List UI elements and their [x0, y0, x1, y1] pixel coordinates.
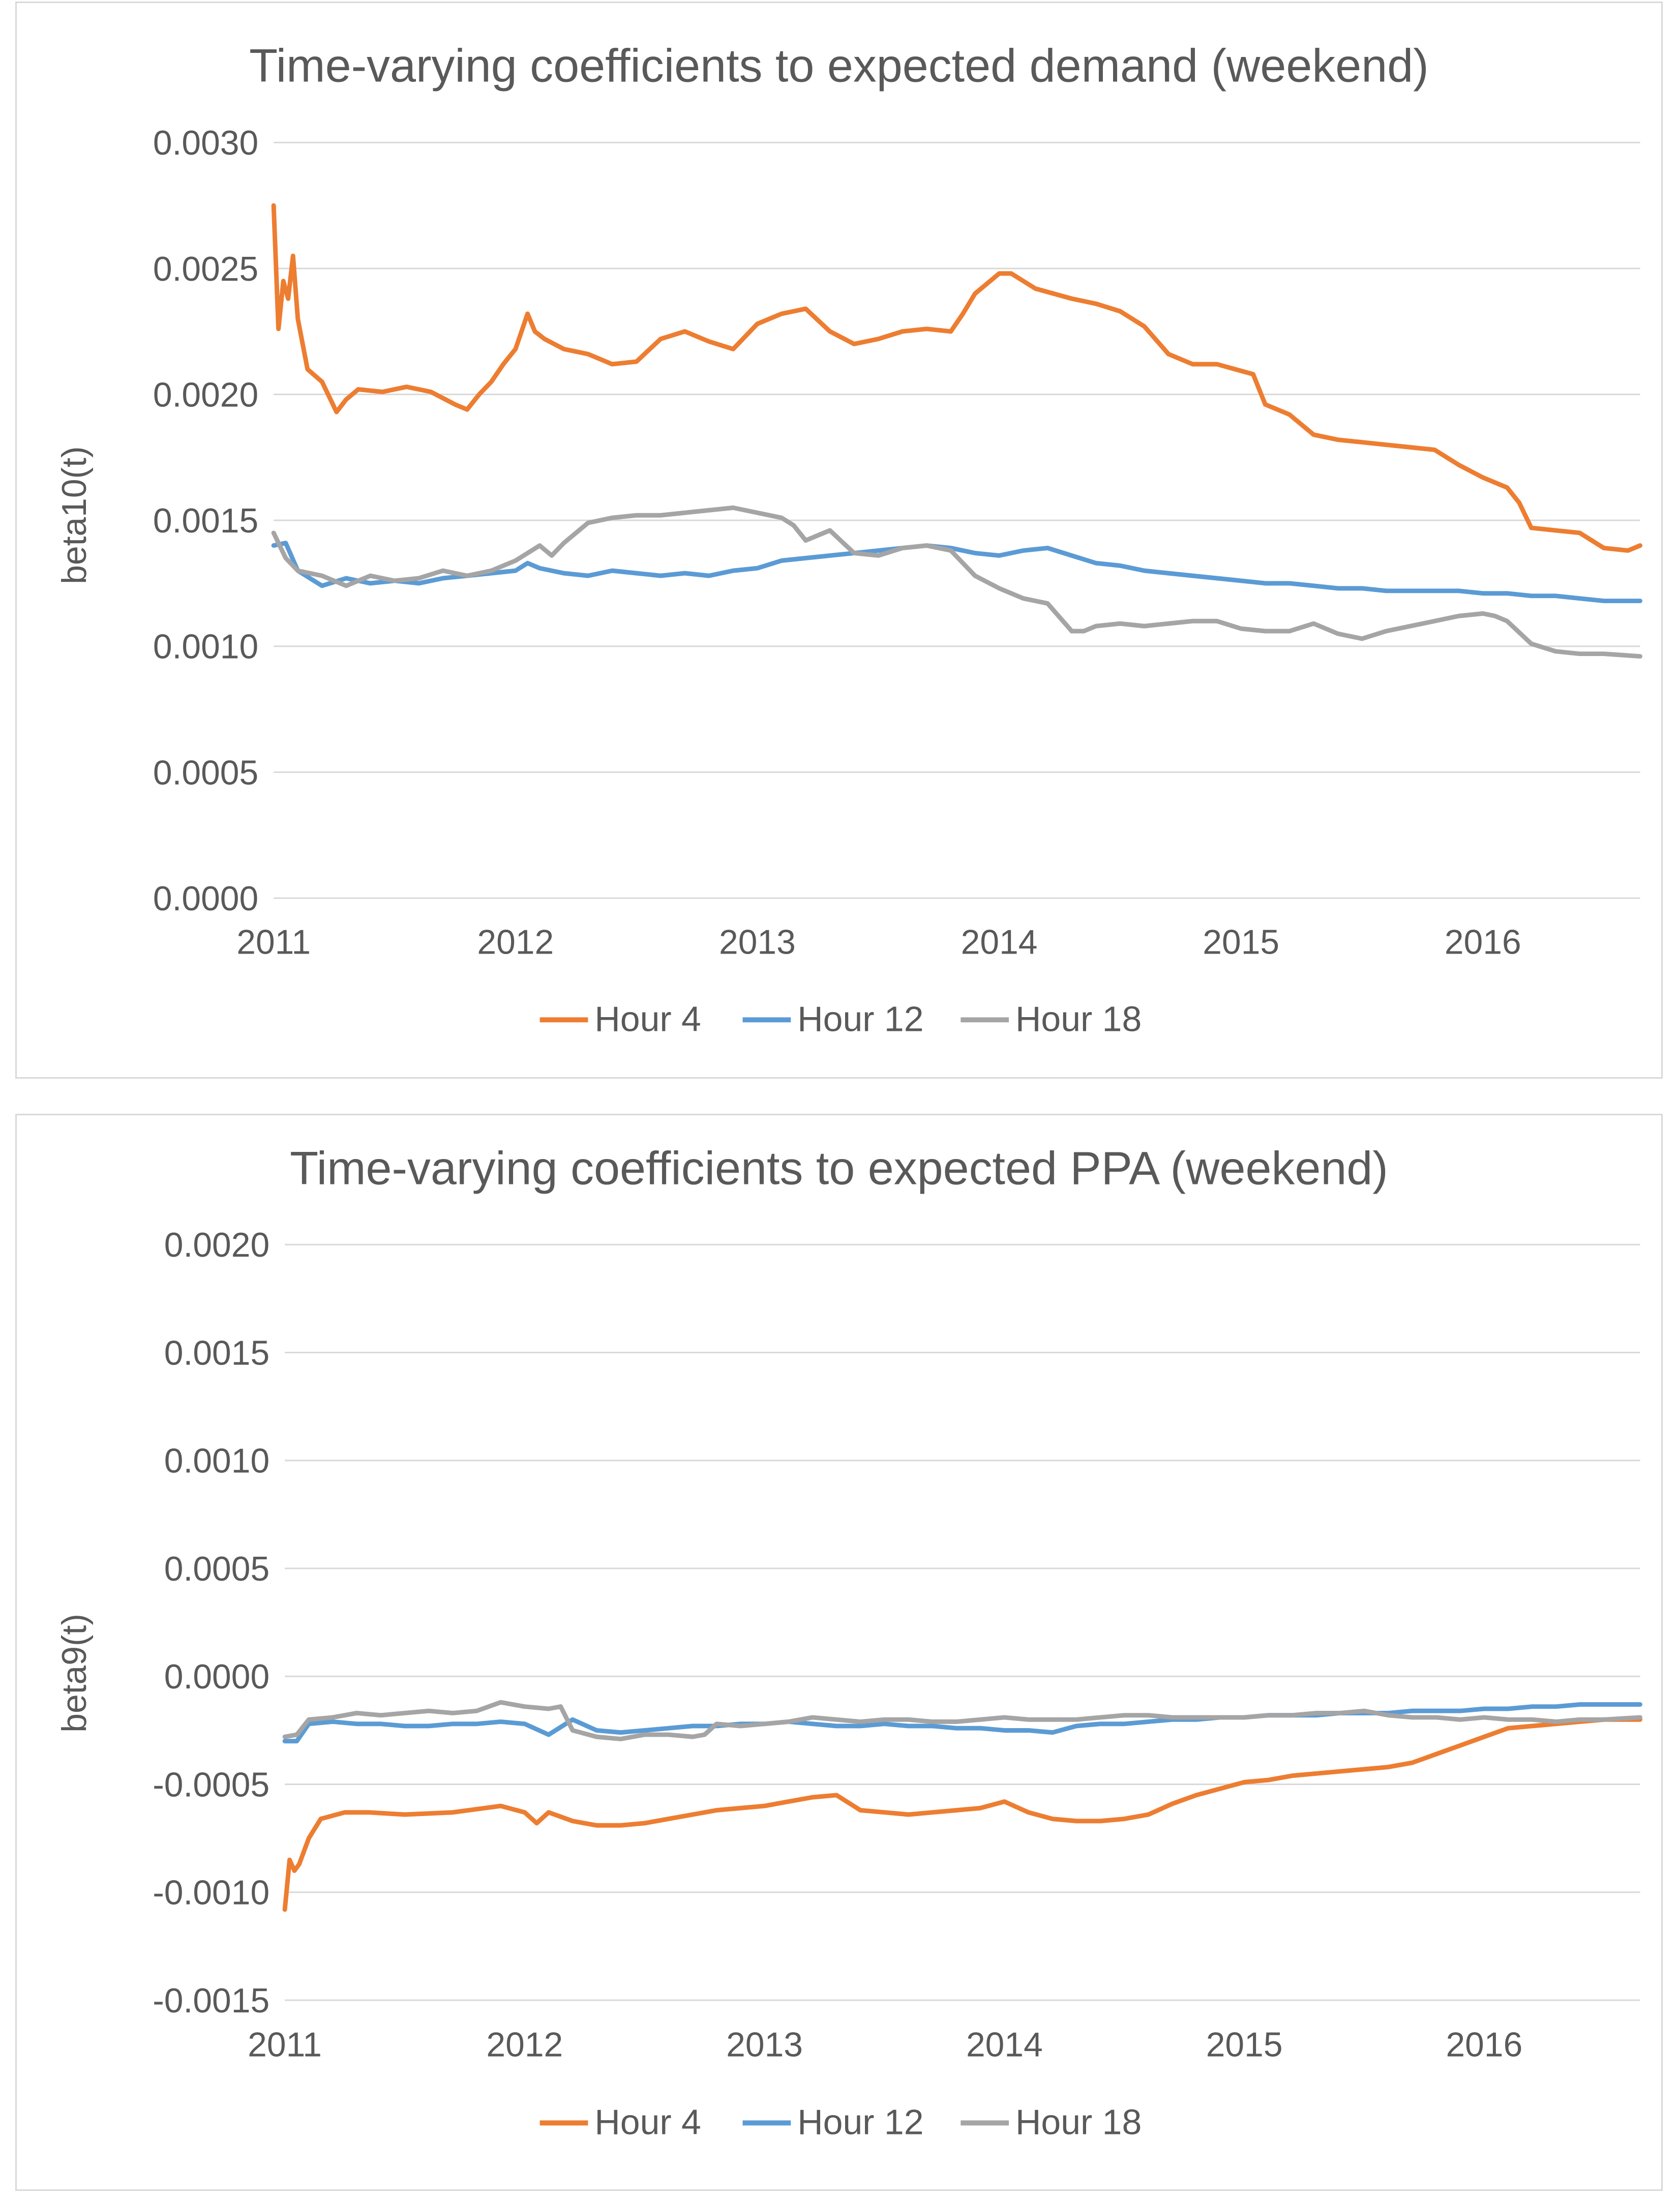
y-tick-label: 0.0020	[164, 1226, 269, 1264]
series-lines	[271, 203, 1643, 659]
series-lines	[282, 1700, 1643, 1912]
y-tick-label: 0.0010	[164, 1442, 269, 1480]
y-tick-label: -0.0010	[153, 1874, 269, 1912]
legend-label: Hour 4	[594, 999, 701, 1038]
x-tick-label: 2014	[966, 2026, 1043, 2064]
x-tick-label: 2013	[726, 2026, 803, 2064]
chart-panel-demand: Time-varying coefficients to expected de…	[15, 2, 1663, 1079]
series-line-hour-18	[282, 1700, 1643, 1741]
y-tick-label: 0.0015	[164, 1334, 269, 1372]
legend-label: Hour 18	[1015, 2102, 1142, 2142]
chart-panel-ppa: Time-varying coefficients to expected PP…	[15, 1114, 1663, 2191]
y-axis-label: beta9(t)	[55, 1614, 94, 1733]
x-tick-label: 2012	[486, 2026, 563, 2064]
legend-label: Hour 12	[797, 999, 923, 1038]
legend: Hour 4 Hour 12 Hour 18	[539, 2102, 1142, 2142]
y-tick-label: 0.0005	[153, 754, 258, 792]
series-line-hour-4	[271, 203, 1643, 553]
y-axis-label: beta10(t)	[55, 446, 94, 584]
chart-demand-svg: Time-varying coefficients to expected de…	[55, 40, 1643, 1038]
legend-label: Hour 4	[594, 2102, 701, 2142]
gridlines	[274, 141, 1640, 899]
y-tick-labels: -0.0015 -0.0010 -0.0005 0.0000 0.0005 0.0010 0…	[153, 1226, 269, 2020]
series-line-hour-12	[282, 1702, 1643, 1744]
y-tick-labels: 0.0000 0.0005 0.0010 0.0015 0.0020 0.0025 0.00…	[153, 124, 258, 918]
x-tick-label: 2012	[477, 924, 554, 962]
x-tick-label: 2011	[248, 2026, 322, 2064]
x-tick-labels: 2011 2012 2013 2014 2015 2016	[248, 2026, 1522, 2064]
y-tick-label: 0.0000	[153, 880, 258, 918]
y-tick-label: 0.0030	[153, 124, 258, 162]
y-tick-label: 0.0020	[153, 376, 258, 414]
x-tick-label: 2015	[1203, 924, 1279, 962]
gridlines	[285, 1243, 1640, 2001]
legend-label: Hour 12	[797, 2102, 923, 2142]
x-tick-label: 2013	[719, 924, 796, 962]
x-tick-labels: 2011 2012 2013 2014 2015 2016	[236, 924, 1521, 962]
y-tick-label: 0.0015	[153, 502, 258, 540]
legend: Hour 4 Hour 12 Hour 18	[539, 999, 1142, 1038]
series-line-hour-4	[282, 1717, 1643, 1912]
y-tick-label: 0.0005	[164, 1550, 269, 1588]
legend-label: Hour 18	[1015, 999, 1142, 1038]
x-tick-label: 2016	[1446, 2026, 1522, 2064]
chart-ppa-svg: Time-varying coefficients to expected PP…	[55, 1143, 1643, 2142]
y-tick-label: 0.0025	[153, 250, 258, 288]
y-tick-label: 0.0010	[153, 628, 258, 666]
y-tick-label: -0.0005	[153, 1766, 269, 1804]
x-tick-label: 2015	[1206, 2026, 1283, 2064]
y-tick-label: 0.0000	[164, 1658, 269, 1696]
chart-title: Time-varying coefficients to expected de…	[249, 40, 1429, 92]
x-tick-label: 2011	[236, 924, 311, 962]
y-tick-label: -0.0015	[153, 1982, 269, 2020]
series-line-hour-18	[271, 505, 1643, 659]
chart-title: Time-varying coefficients to expected PP…	[290, 1143, 1388, 1195]
x-tick-label: 2016	[1445, 924, 1521, 962]
x-tick-label: 2014	[961, 924, 1038, 962]
